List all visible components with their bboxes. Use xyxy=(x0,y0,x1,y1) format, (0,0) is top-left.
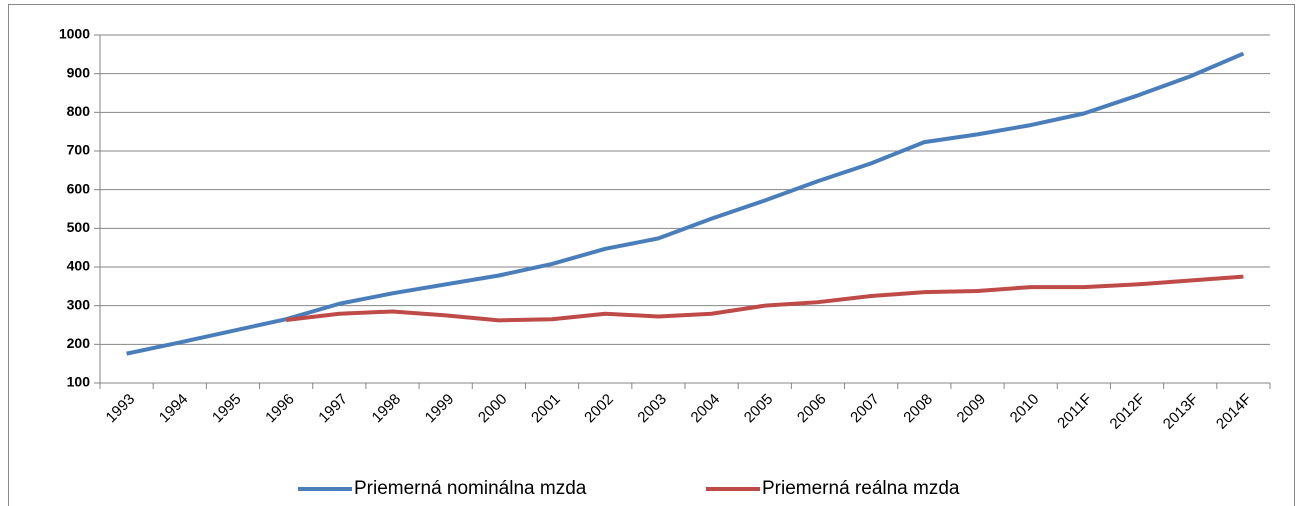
chart-frame xyxy=(8,4,1295,506)
y-tick-label: 800 xyxy=(67,103,91,119)
y-tick-label: 700 xyxy=(67,142,91,158)
y-tick-label: 900 xyxy=(67,64,91,80)
y-tick-label: 1000 xyxy=(59,26,90,42)
line-series xyxy=(285,274,1244,323)
y-tick-label: 100 xyxy=(67,374,91,390)
legend-label: Priemerná reálna mzda xyxy=(762,478,960,499)
y-tick-label: 400 xyxy=(67,258,91,274)
y-tick-label: 600 xyxy=(67,180,91,196)
y-tick-label: 200 xyxy=(67,335,91,351)
line-series xyxy=(126,51,1245,356)
y-tick-label: 500 xyxy=(67,219,91,235)
y-tick-label: 300 xyxy=(67,296,91,312)
legend-label: Priemerná nominálna mzda xyxy=(354,478,587,499)
